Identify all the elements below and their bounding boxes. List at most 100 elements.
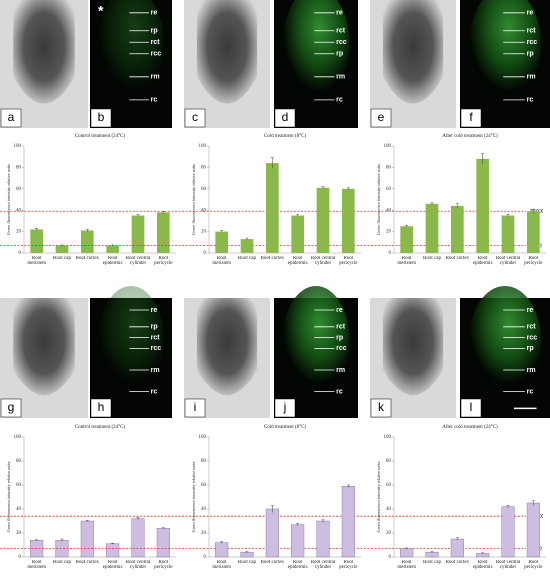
- bar: [451, 205, 464, 253]
- x-tick-label: Root epidermis: [102, 560, 123, 571]
- x-tick-label-box: Root pericycle: [339, 560, 358, 571]
- bar: [291, 215, 304, 253]
- annotation: rp: [527, 345, 534, 352]
- annotation: rc: [336, 388, 343, 395]
- bar: [215, 542, 229, 558]
- x-tick-label-box: Root pericycle: [524, 256, 543, 267]
- x-tick-label: Root cap: [423, 256, 441, 261]
- y-tick-label: 0: [19, 555, 22, 560]
- panel-label-box: [90, 398, 112, 418]
- x-tick-label-box: Root cortex: [260, 256, 285, 261]
- x-tick-label: Root cortex: [75, 560, 100, 565]
- annotation: rct: [527, 28, 537, 35]
- chart-title: Cold treatment (8°C): [264, 425, 307, 430]
- root-shape: [382, 0, 444, 104]
- bar: [215, 231, 228, 253]
- annotation: re: [151, 10, 158, 17]
- annotation: re: [336, 307, 343, 314]
- bar: [527, 211, 540, 253]
- x-tick-label: Root pericycle: [339, 560, 358, 571]
- panel-label: f: [469, 110, 473, 124]
- panel-label-box: [460, 398, 482, 418]
- x-tick-label-box: Root cap: [238, 560, 256, 565]
- annotation: rp: [336, 334, 343, 341]
- x-tick-label-box: Root epidermis: [103, 256, 123, 266]
- x-tick-label-box: Root pericycle: [154, 560, 173, 571]
- x-tick-label: Root cap: [53, 256, 71, 261]
- annotation: re: [527, 307, 534, 314]
- y-tick-label: 20: [16, 230, 22, 235]
- x-tick-label: Root cap: [238, 256, 256, 261]
- x-tick-label: Root pericycle: [154, 560, 173, 571]
- bar: [316, 520, 330, 558]
- y-tick-label: 0: [204, 251, 207, 256]
- bar: [30, 229, 43, 253]
- x-tick-label: Root pericycle: [524, 256, 543, 267]
- x-tick-label: Root central cylinder: [125, 256, 151, 267]
- panel-label-box: [460, 108, 482, 128]
- x-tick-label: Root central cylinder: [125, 560, 151, 571]
- bar: [476, 158, 489, 253]
- annotation: rct: [336, 28, 346, 35]
- bar: [106, 543, 120, 558]
- bar: [265, 508, 279, 558]
- x-tick-label-box: Root epidermis: [473, 256, 493, 266]
- panel-label: d: [282, 110, 289, 124]
- x-tick-label: Root cortex: [445, 256, 470, 261]
- annotation: rc: [527, 388, 534, 395]
- panel-label-box: [90, 108, 112, 128]
- x-tick-label-box: Root cap: [53, 560, 71, 565]
- y-tick-label: 60: [16, 483, 22, 488]
- panel-label: k: [378, 400, 385, 414]
- y-tick-label: 40: [16, 208, 22, 213]
- annotation: rm: [336, 74, 345, 81]
- y-axis-label: Green fluorescence intensity relative un…: [191, 164, 196, 235]
- x-tick-label: Root pericycle: [524, 560, 543, 571]
- chart-title: Control treatment (24°C): [75, 134, 126, 139]
- y-tick-label: 80: [201, 459, 207, 464]
- panel-label: j: [283, 400, 287, 414]
- x-tick-label-box: Root meristem: [27, 560, 46, 570]
- x-tick-label-box: Root meristem: [27, 256, 46, 267]
- bar: [400, 548, 414, 558]
- panel-label-box: [274, 398, 296, 418]
- root-shape: [13, 0, 75, 104]
- bar: [341, 486, 355, 558]
- fluorescence-signal: [98, 286, 164, 394]
- x-tick-label-box: Root epidermis: [288, 256, 308, 266]
- x-tick-label-box: Root cap: [238, 256, 256, 261]
- panel-label-box: [184, 108, 206, 128]
- x-tick-label: Root cortex: [75, 256, 100, 261]
- x-tick-label-box: Root meristem: [397, 560, 416, 570]
- annotation: re: [527, 10, 534, 17]
- x-tick-label: Root cortex: [260, 256, 285, 261]
- annotation: rc: [527, 97, 534, 104]
- bar: [131, 518, 145, 558]
- x-tick-label-box: Root central cylinder: [311, 256, 336, 266]
- root-shape: [382, 298, 444, 396]
- chart-title: After cold treatment (24°C): [442, 425, 498, 430]
- x-tick-label: Root meristem: [397, 256, 416, 267]
- y-axis-label: Green fluorescence intensity relative un…: [191, 461, 196, 532]
- annotation: rm: [527, 74, 536, 81]
- annotation: rct: [336, 324, 346, 331]
- annotation: rcc: [336, 39, 347, 46]
- panel-label-box: [274, 108, 296, 128]
- bar: [501, 506, 515, 558]
- x-tick-label: Root meristem: [27, 256, 46, 267]
- bar: [80, 520, 94, 558]
- annotation: rc: [336, 97, 343, 104]
- x-tick-label-box: Root epidermis: [288, 560, 308, 570]
- panel-label-box: [0, 108, 22, 128]
- bar: [425, 203, 439, 253]
- chart-title: Cold treatment (8°C): [264, 134, 307, 139]
- x-tick-label: Root meristem: [212, 256, 231, 267]
- panel-label-box: [370, 398, 392, 418]
- bar: [240, 239, 254, 253]
- annotation: rc: [151, 388, 158, 395]
- bar: [266, 163, 279, 253]
- annotation: rm: [151, 74, 160, 81]
- x-tick-label-box: Root pericycle: [339, 256, 357, 266]
- marker: *: [98, 3, 104, 19]
- annotation: rp: [151, 324, 158, 331]
